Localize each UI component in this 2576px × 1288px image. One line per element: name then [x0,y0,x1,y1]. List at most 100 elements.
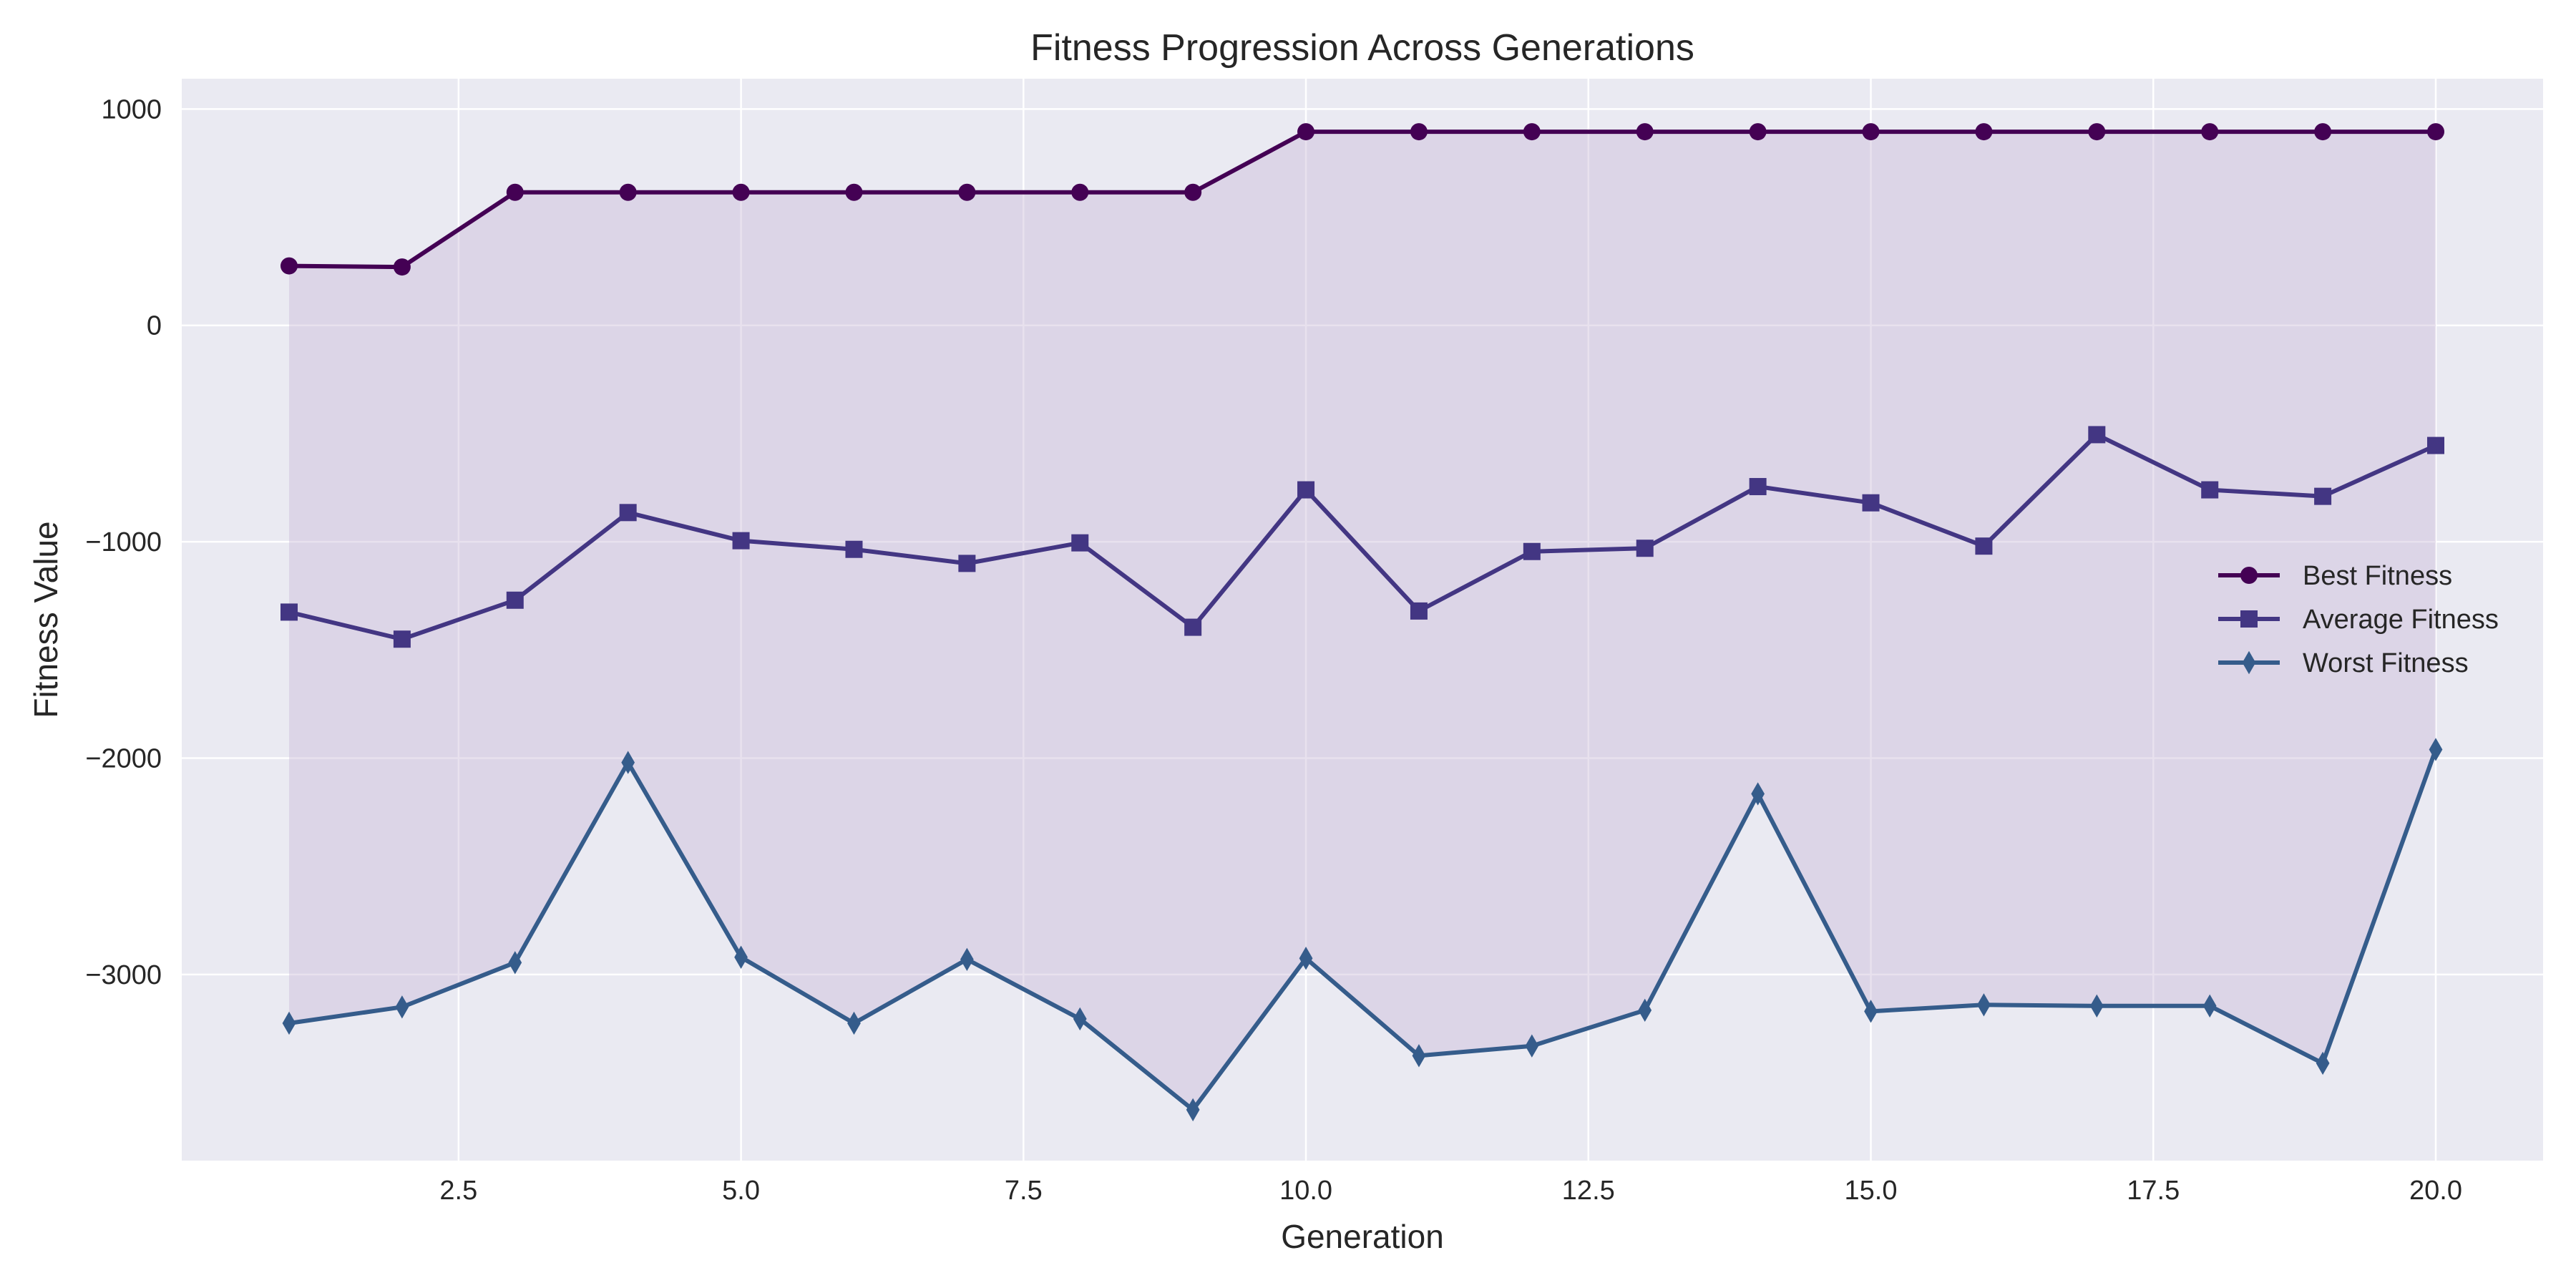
legend-label: Average Fitness [2303,605,2499,635]
data-point-worst-fitness [847,1011,861,1035]
data-point-worst-fitness [1412,1044,1426,1068]
data-point-worst-fitness [734,945,748,969]
data-point-best-fitness [1523,123,1541,141]
data-point-average-fitness [1523,542,1541,560]
data-point-best-fitness [1184,183,1202,201]
legend-marker-diamond [2242,650,2256,675]
legend-marker-circle [2240,567,2258,584]
data-point-average-fitness [280,603,298,621]
data-point-average-fitness [732,532,750,550]
data-point-worst-fitness [282,1011,296,1035]
data-point-average-fitness [393,630,411,648]
y-tick-label: −2000 [85,744,162,774]
data-point-worst-fitness [1864,1000,1878,1023]
data-point-average-fitness [958,555,976,572]
data-point-best-fitness [845,183,863,201]
data-point-average-fitness [2201,481,2219,499]
y-tick-label: −3000 [85,960,162,990]
data-point-best-fitness [1297,123,1315,141]
data-point-average-fitness [2088,426,2106,444]
data-point-best-fitness [1975,123,1993,141]
legend-marker-square [2240,610,2258,628]
data-point-worst-fitness [1186,1098,1200,1122]
x-tick-label: 7.5 [1005,1176,1043,1206]
data-point-worst-fitness [2202,994,2217,1018]
data-point-worst-fitness [1525,1034,1539,1058]
series-average-fitness [280,426,2444,648]
data-point-best-fitness [2427,123,2444,141]
data-point-worst-fitness [2316,1051,2330,1075]
grid-lines [182,79,2543,1161]
data-point-worst-fitness [1299,947,1313,970]
x-tick-label: 10.0 [1279,1176,1332,1206]
data-point-best-fitness [958,183,976,201]
data-point-worst-fitness [621,751,635,774]
data-point-average-fitness [2314,487,2332,505]
data-point-average-fitness [2427,436,2444,454]
data-point-best-fitness [280,257,298,275]
data-point-average-fitness [1184,618,1202,636]
data-point-best-fitness [393,258,411,276]
x-tick-label: 5.0 [722,1176,760,1206]
legend-item-best-fitness: Best Fitness [2218,561,2452,591]
data-point-best-fitness [1071,183,1089,201]
data-point-best-fitness [506,183,524,201]
data-point-worst-fitness [395,995,409,1019]
fill-between-layer [289,132,2436,1110]
data-point-average-fitness [1297,481,1315,499]
data-point-best-fitness [1410,123,1428,141]
series-best-fitness [280,123,2444,276]
data-point-worst-fitness [1073,1007,1087,1031]
data-point-average-fitness [845,540,863,558]
series-layer [280,123,2444,1122]
x-tick-label: 20.0 [2409,1176,2462,1206]
x-axis-ticks: 2.5 5.0 7.5 10.0 12.5 15.0 17.5 20.0 [439,1176,2462,1206]
x-tick-label: 2.5 [439,1176,477,1206]
x-tick-label: 12.5 [1562,1176,1615,1206]
y-tick-label: −1000 [85,527,162,557]
data-point-best-fitness [619,183,637,201]
data-point-worst-fitness [2089,994,2104,1018]
series-line-average-fitness [288,432,2437,642]
data-point-worst-fitness [960,947,974,971]
data-point-average-fitness [1636,540,1654,557]
chart-title: Fitness Progression Across Generations [1030,27,1694,69]
data-point-average-fitness [1749,478,1767,496]
series-line-best-fitness [288,130,2436,270]
y-axis-label: Fitness Value [27,521,64,718]
legend-label: Best Fitness [2303,561,2452,591]
data-point-average-fitness [1071,534,1089,552]
data-point-average-fitness [1975,537,1993,555]
y-tick-label: 1000 [101,94,162,125]
data-point-average-fitness [1410,602,1428,620]
series-line-worst-fitness [288,748,2438,1112]
fill-between-area [289,132,2436,1110]
data-point-average-fitness [619,504,637,522]
data-point-best-fitness [1636,123,1654,141]
data-point-best-fitness [2314,123,2332,141]
legend-label: Worst Fitness [2303,648,2469,678]
data-point-worst-fitness [1638,998,1652,1023]
data-point-best-fitness [1749,123,1767,141]
legend-item-worst-fitness: Worst Fitness [2218,648,2469,678]
data-point-average-fitness [1862,494,1880,512]
plot-background [182,79,2543,1161]
legend: Best Fitness Average Fitness Worst Fitness [2218,561,2499,678]
y-axis-ticks: 1000 0 −1000 −2000 −3000 [85,94,162,990]
series-worst-fitness [282,738,2443,1122]
data-point-best-fitness [1862,123,1880,141]
data-point-worst-fitness [2429,738,2443,761]
y-tick-label: 0 [147,311,162,341]
x-tick-label: 17.5 [2127,1176,2180,1206]
data-point-best-fitness [732,183,750,201]
data-point-worst-fitness [1751,782,1765,806]
x-tick-label: 15.0 [1845,1176,1898,1206]
data-point-average-fitness [506,591,524,609]
x-axis-label: Generation [1281,1218,1444,1255]
data-point-worst-fitness [508,951,522,975]
data-point-best-fitness [2201,123,2219,141]
data-point-best-fitness [2088,123,2106,141]
legend-item-average-fitness: Average Fitness [2218,605,2499,635]
data-point-worst-fitness [1977,993,1991,1017]
